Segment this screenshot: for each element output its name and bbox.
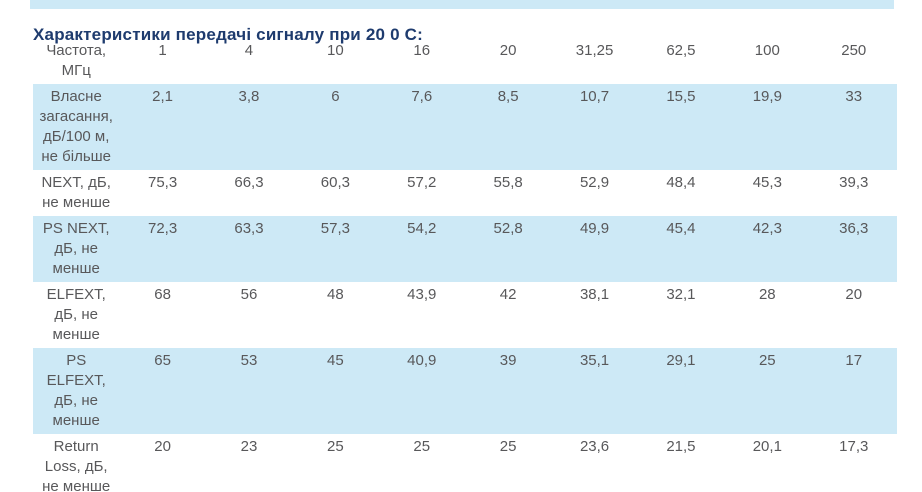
value-cell: 52,9	[579, 174, 610, 191]
table-row: Частота, МГц 1 4 10 16 20 31,25 62,5 100 250	[33, 38, 897, 84]
value-cell: 63,3	[205, 216, 293, 282]
value-cell: 20	[154, 438, 171, 455]
value-cell: 53	[205, 348, 293, 434]
value-cell: 49,9	[551, 216, 638, 282]
value-cell: 57,3	[292, 216, 379, 282]
value-cell: 35,1	[551, 348, 638, 434]
row-label: ELFEXT, дБ, не менше	[46, 286, 106, 343]
value-cell: 32,1	[666, 286, 696, 303]
value-cell: 20,1	[752, 438, 782, 455]
table-row: Return Loss, дБ, не менше 20 23 25 25 25 23,6 2…	[33, 434, 897, 492]
signal-characteristics-table: Частота, МГц 1 4 10 16 20 31,25 62,5 100 250 Власн…	[33, 38, 897, 492]
value-cell: 45	[292, 348, 379, 434]
section-title: Характеристики передачі сигналу при 20 0…	[33, 25, 424, 45]
value-cell: 15,5	[637, 84, 725, 170]
value-cell: 68	[154, 286, 171, 303]
value-cell: 66,3	[234, 174, 264, 191]
value-cell: 16	[413, 42, 431, 59]
value-cell: 62,5	[666, 42, 696, 59]
table-row: PS NEXT, дБ, не менше 72,3 63,3 57,3 54,2 52,…	[33, 216, 897, 282]
value-cell: 48	[327, 286, 344, 303]
value-cell: 54,2	[378, 216, 465, 282]
row-label: Власне загасання, дБ/100 м, не більше	[33, 84, 120, 170]
row-label: PS ELFEXT, дБ, не менше	[33, 348, 120, 434]
value-cell: 39	[464, 348, 552, 434]
row-label: NEXT, дБ, не менше	[41, 174, 111, 211]
value-cell: 21,5	[666, 438, 696, 455]
value-cell: 75,3	[147, 174, 178, 191]
table-row: Власне загасання, дБ/100 м, не більше 2,1…	[33, 84, 897, 170]
value-cell: 250	[841, 42, 867, 59]
value-cell: 36,3	[810, 216, 897, 282]
value-cell: 25	[413, 438, 431, 455]
value-cell: 72,3	[119, 216, 206, 282]
value-cell: 43,9	[407, 286, 437, 303]
value-cell: 10	[327, 42, 344, 59]
value-cell: 1	[158, 42, 167, 59]
value-cell: 10,7	[551, 84, 638, 170]
row-label: Частота, МГц	[46, 42, 107, 79]
table-row: NEXT, дБ, не менше 75,3 66,3 60,3 57,2 55,8 52…	[33, 170, 897, 216]
value-cell: 40,9	[378, 348, 465, 434]
value-cell: 2,1	[119, 84, 206, 170]
value-cell: 48,4	[666, 174, 696, 191]
table-row: ELFEXT, дБ, не менше 68 56 48 43,9 42 38,1 32,1…	[33, 282, 897, 348]
value-cell: 60,3	[320, 174, 350, 191]
value-cell: 29,1	[637, 348, 725, 434]
row-label: PS NEXT, дБ, не менше	[33, 216, 120, 282]
value-cell: 38,1	[579, 286, 610, 303]
row-label: Return Loss, дБ, не менше	[42, 438, 111, 492]
value-cell: 57,2	[407, 174, 437, 191]
value-cell: 17	[810, 348, 897, 434]
value-cell: 42,3	[724, 216, 811, 282]
value-cell: 7,6	[378, 84, 465, 170]
value-cell: 20	[845, 286, 863, 303]
value-cell: 33	[810, 84, 897, 170]
value-cell: 25	[499, 438, 517, 455]
previous-row-strip	[30, 0, 894, 9]
value-cell: 42	[499, 286, 517, 303]
value-cell: 25	[327, 438, 344, 455]
value-cell: 17,3	[839, 438, 869, 455]
value-cell: 6	[292, 84, 379, 170]
value-cell: 52,8	[464, 216, 552, 282]
value-cell: 20	[499, 42, 517, 59]
value-cell: 19,9	[724, 84, 811, 170]
value-cell: 8,5	[464, 84, 552, 170]
spec-table-body: Частота, МГц 1 4 10 16 20 31,25 62,5 100 250 Власн…	[33, 38, 897, 492]
value-cell: 100	[754, 42, 780, 59]
table-row: PS ELFEXT, дБ, не менше 65 53 45 40,9 39 35,1 2…	[33, 348, 897, 434]
value-cell: 25	[724, 348, 811, 434]
value-cell: 3,8	[205, 84, 293, 170]
value-cell: 55,8	[493, 174, 523, 191]
value-cell: 39,3	[839, 174, 869, 191]
value-cell: 28	[758, 286, 776, 303]
value-cell: 45,3	[752, 174, 782, 191]
value-cell: 23	[240, 438, 258, 455]
value-cell: 31,25	[575, 42, 614, 59]
value-cell: 45,4	[637, 216, 725, 282]
value-cell: 65	[119, 348, 206, 434]
value-cell: 4	[244, 42, 254, 59]
value-cell: 56	[240, 286, 258, 303]
value-cell: 23,6	[579, 438, 610, 455]
